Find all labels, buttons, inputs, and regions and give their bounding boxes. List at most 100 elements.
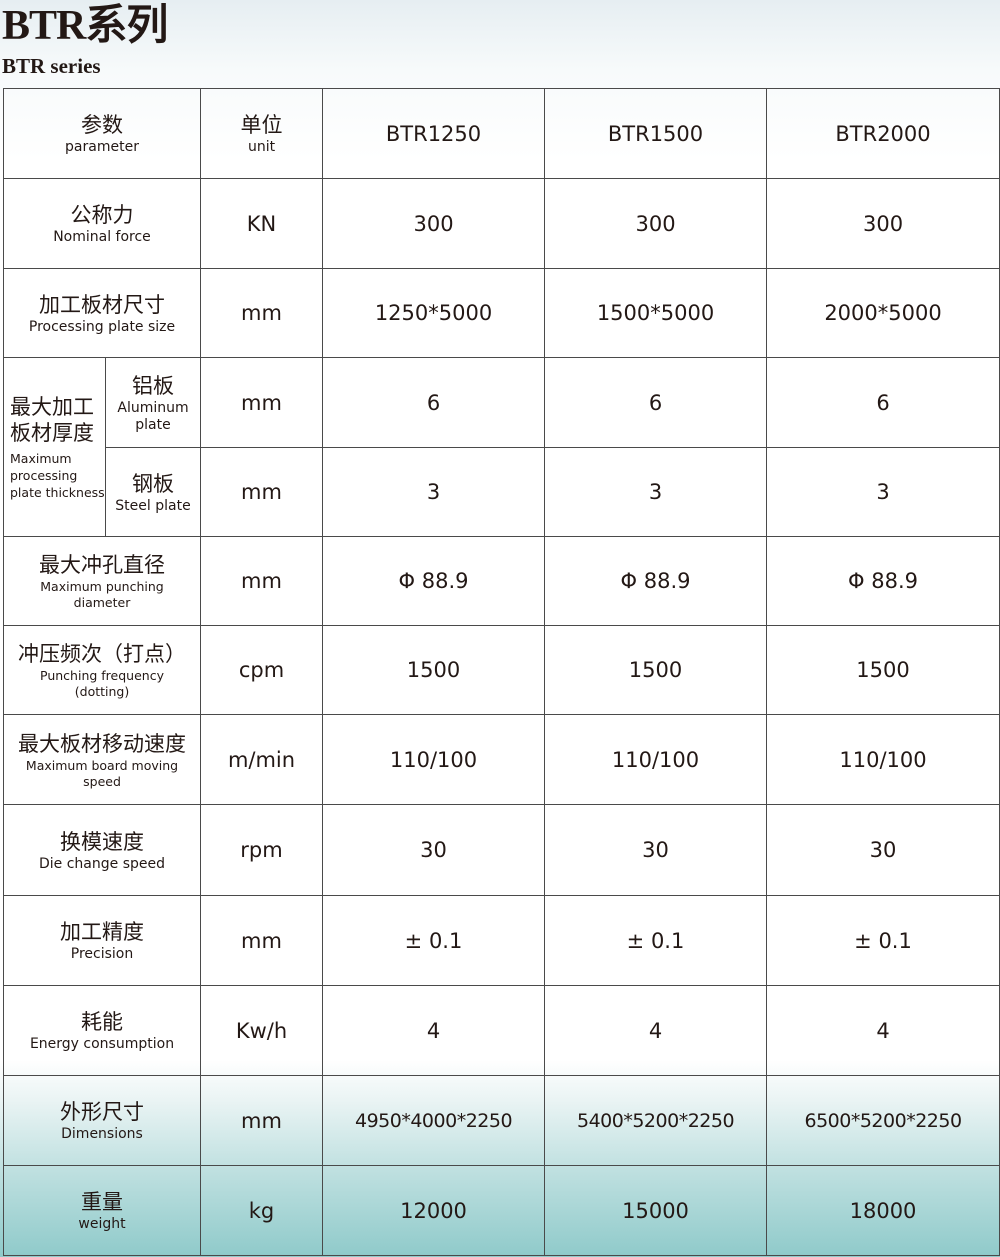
param-en: Dimensions <box>61 1126 143 1142</box>
param-sub-zh: 钢板 <box>132 471 174 496</box>
param-en: Die change speed <box>39 855 165 872</box>
table-row: 外形尺寸 Dimensions mm 4950*4000*2250 5400*5200*… <box>2 1075 1000 1166</box>
param-en: Maximum board moving speed <box>25 757 179 789</box>
header-unit-en: unit <box>247 139 276 155</box>
header-model: BTR2000 <box>766 88 1000 179</box>
unit-cell: mm <box>200 268 324 358</box>
value-cell: ± 0.1 <box>322 895 546 986</box>
header-parameter: 参数 parameter <box>2 88 202 179</box>
header-parameter-zh: 参数 <box>81 113 123 137</box>
table-row: 重量 weight kg 12000 15000 18000 <box>2 1165 1000 1256</box>
unit-cell: rpm <box>200 804 324 896</box>
table-row: 加工精度 Precision mm ± 0.1 ± 0.1 ± 0.1 <box>2 895 1000 986</box>
param-cell: 外形尺寸 Dimensions <box>2 1075 202 1166</box>
unit-cell: cpm <box>200 625 324 715</box>
param-zh: 加工精度 <box>60 920 144 944</box>
value-cell: 300 <box>322 178 546 269</box>
header-unit: 单位 unit <box>200 88 324 179</box>
page-title: BTR系列 <box>2 3 168 49</box>
table-row: 冲压频次（打点） Punching frequency (dotting) cpm 1… <box>2 625 1000 715</box>
unit-cell: mm <box>200 447 324 537</box>
value-cell: 6 <box>544 357 768 448</box>
param-zh: 最大板材移动速度 <box>18 731 186 756</box>
param-cell: 换模速度 Die change speed <box>2 804 202 896</box>
value-cell: 300 <box>766 178 1000 269</box>
header-model: BTR1500 <box>544 88 768 179</box>
value-cell: ± 0.1 <box>544 895 768 986</box>
param-en: Maximum punching diameter <box>40 579 164 610</box>
value-cell: 1500 <box>766 625 1000 715</box>
value-cell: Φ 88.9 <box>544 536 768 626</box>
value-cell: 3 <box>766 447 1000 537</box>
param-cell: 重量 weight <box>2 1165 202 1256</box>
header-parameter-en: parameter <box>65 139 139 155</box>
value-cell: 3 <box>544 447 768 537</box>
value-cell: ± 0.1 <box>766 895 1000 986</box>
table-row: 换模速度 Die change speed rpm 30 30 30 <box>2 804 1000 896</box>
param-en: Processing plate size <box>28 318 176 335</box>
value-cell: 1250*5000 <box>322 268 546 358</box>
table-row: 加工板材尺寸 Processing plate size mm 1250*5000 15… <box>2 268 1000 358</box>
value-cell: 4950*4000*2250 <box>322 1075 546 1166</box>
unit-cell: mm <box>200 1075 324 1166</box>
header-model: BTR1250 <box>322 88 546 179</box>
table-row: 最大板材移动速度 Maximum board moving speed m/min 1… <box>2 714 1000 805</box>
value-cell: 6 <box>322 357 546 448</box>
param-sub-cell: 钢板 Steel plate <box>104 447 202 537</box>
unit-cell: mm <box>200 536 324 626</box>
param-zh: 最大冲孔直径 <box>39 553 165 577</box>
value-cell: 18000 <box>766 1165 1000 1256</box>
value-cell: 15000 <box>544 1165 768 1256</box>
param-cell: 加工精度 Precision <box>2 895 202 986</box>
value-cell: 1500 <box>322 625 546 715</box>
value-cell: 300 <box>544 178 768 269</box>
value-cell: Φ 88.9 <box>322 536 546 626</box>
spec-table: 参数 parameter 单位 unit BTR1250 BTR1500 BTR20… <box>2 88 1000 1256</box>
param-en: weight <box>78 1216 126 1232</box>
unit-cell: mm <box>200 895 324 986</box>
value-cell: 30 <box>766 804 1000 896</box>
unit-cell: kg <box>200 1165 324 1256</box>
value-cell: 5400*5200*2250 <box>544 1075 768 1166</box>
unit-cell: m/min <box>200 714 324 805</box>
value-cell: 4 <box>766 985 1000 1076</box>
param-cell: 加工板材尺寸 Processing plate size <box>2 268 202 358</box>
param-cell: 最大板材移动速度 Maximum board moving speed <box>2 714 202 805</box>
param-group-zh: 最大加工板材厚度 <box>10 394 94 445</box>
unit-cell: KN <box>200 178 324 269</box>
param-sub-en: Aluminum plate <box>117 399 189 433</box>
param-cell: 最大冲孔直径 Maximum punching diameter <box>2 536 202 626</box>
param-zh: 换模速度 <box>60 829 144 854</box>
value-cell: 4 <box>544 985 768 1076</box>
value-cell: 6 <box>766 357 1000 448</box>
param-en: Nominal force <box>53 229 151 245</box>
value-cell: 4 <box>322 985 546 1076</box>
param-zh: 重量 <box>81 1190 123 1214</box>
table-row: 耗能 Energy consumption Kw/h 4 4 4 <box>2 985 1000 1076</box>
param-en: Precision <box>70 946 134 962</box>
param-cell: 冲压频次（打点） Punching frequency (dotting) <box>2 625 202 715</box>
value-cell: 1500 <box>544 625 768 715</box>
param-zh: 公称力 <box>70 203 134 227</box>
param-group-cell: 最大加工板材厚度 Maximum processing plate thickne… <box>3 357 106 537</box>
unit-cell: Kw/h <box>200 985 324 1076</box>
value-cell: Φ 88.9 <box>766 536 1000 626</box>
param-cell: 耗能 Energy consumption <box>2 985 202 1076</box>
header-unit-zh: 单位 <box>240 113 283 137</box>
table-row: 最大冲孔直径 Maximum punching diameter mm Φ 88.9 Φ… <box>2 536 1000 626</box>
value-cell: 30 <box>322 804 546 896</box>
value-cell: 110/100 <box>766 714 1000 805</box>
table-row: 最大加工板材厚度 Maximum processing plate thickne… <box>3 357 1000 537</box>
param-sub-zh: 铝板 <box>132 373 174 398</box>
table-row: 公称力 Nominal force KN 300 300 300 <box>2 178 1000 269</box>
param-cell: 公称力 Nominal force <box>2 178 202 269</box>
param-zh: 外形尺寸 <box>60 1100 144 1124</box>
param-sub-cell: 铝板 Aluminum plate <box>104 357 202 448</box>
param-sub-en: Steel plate <box>115 497 191 514</box>
table-header-row: 参数 parameter 单位 unit BTR1250 BTR1500 BTR20… <box>2 88 1000 179</box>
value-cell: 3 <box>322 447 546 537</box>
value-cell: 110/100 <box>544 714 768 805</box>
value-cell: 110/100 <box>322 714 546 805</box>
param-zh: 耗能 <box>81 1010 123 1034</box>
param-zh: 冲压频次（打点） <box>18 642 186 666</box>
